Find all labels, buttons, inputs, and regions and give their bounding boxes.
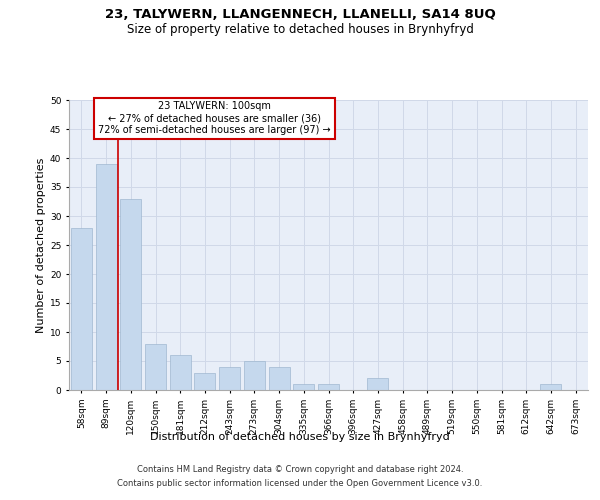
- Text: Size of property relative to detached houses in Brynhyfryd: Size of property relative to detached ho…: [127, 22, 473, 36]
- Bar: [170, 355, 191, 390]
- Bar: [145, 344, 166, 390]
- Bar: [120, 198, 141, 390]
- Bar: [95, 164, 116, 390]
- Bar: [194, 372, 215, 390]
- Text: Distribution of detached houses by size in Brynhyfryd: Distribution of detached houses by size …: [150, 432, 450, 442]
- Bar: [269, 367, 290, 390]
- Text: 23, TALYWERN, LLANGENNECH, LLANELLI, SA14 8UQ: 23, TALYWERN, LLANGENNECH, LLANELLI, SA1…: [104, 8, 496, 20]
- Bar: [244, 361, 265, 390]
- Bar: [318, 384, 339, 390]
- Text: Contains HM Land Registry data © Crown copyright and database right 2024.
Contai: Contains HM Land Registry data © Crown c…: [118, 466, 482, 487]
- Text: 23 TALYWERN: 100sqm
← 27% of detached houses are smaller (36)
72% of semi-detach: 23 TALYWERN: 100sqm ← 27% of detached ho…: [98, 102, 331, 134]
- Bar: [71, 228, 92, 390]
- Y-axis label: Number of detached properties: Number of detached properties: [35, 158, 46, 332]
- Bar: [219, 367, 240, 390]
- Bar: [293, 384, 314, 390]
- Bar: [541, 384, 562, 390]
- Bar: [367, 378, 388, 390]
